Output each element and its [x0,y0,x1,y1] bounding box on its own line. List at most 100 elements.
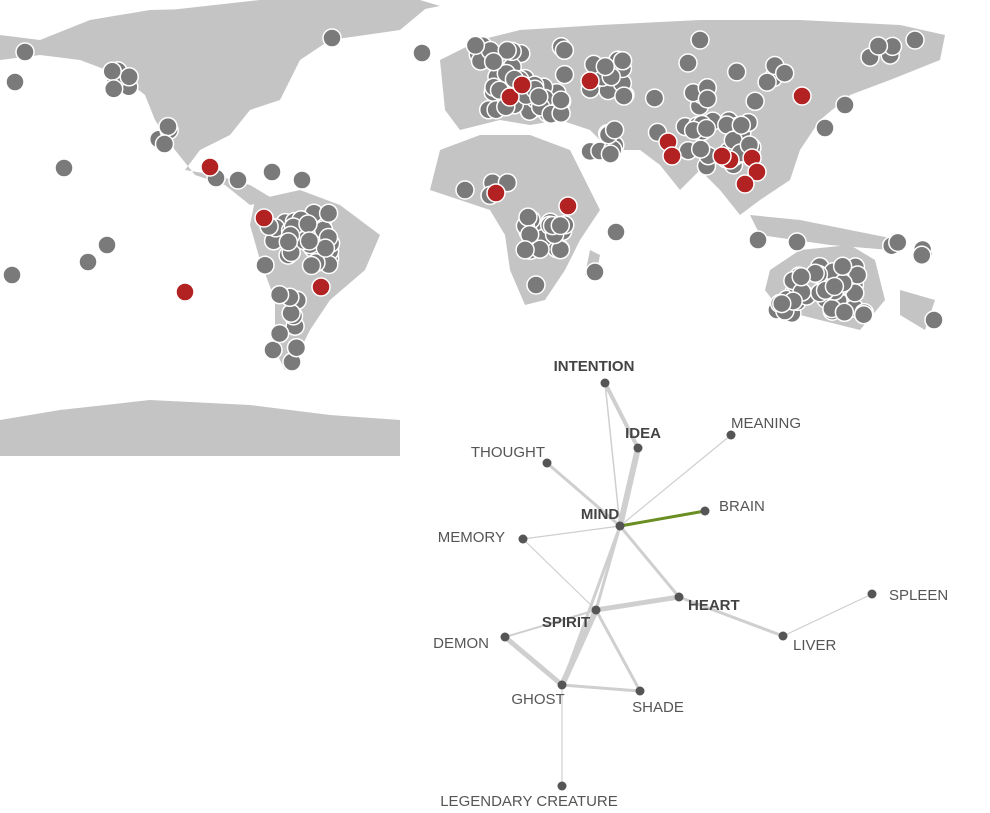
node-label: SHADE [632,699,684,716]
location-dot [255,255,275,275]
highlight-dot [200,157,220,177]
network-edge [618,525,681,598]
location-dot [299,231,320,251]
north-america [0,5,430,205]
network-edge [522,525,621,540]
highlight-dot [175,282,195,302]
location-dot [774,63,795,83]
highlight-dot [486,183,506,203]
location-dot [595,56,616,77]
location-dot [832,256,853,277]
network-edge [595,594,680,613]
network-node [557,680,567,690]
location-dot [678,53,698,73]
network-edge [503,635,564,687]
location-dot [286,337,307,358]
network-edge [546,461,621,528]
location-dot [868,36,889,56]
location-dot [529,86,549,107]
location-dot [322,28,342,48]
network-edge [560,525,622,686]
location-dot [2,265,22,285]
location-dot [119,67,139,87]
location-dot [292,170,312,190]
location-dot [824,276,845,297]
location-dot [550,215,571,236]
network-node [500,632,510,642]
location-dot [298,214,318,234]
location-dot [853,304,874,325]
location-dot [315,238,336,258]
location-dot [301,255,322,276]
location-dot [263,340,283,360]
location-dot [787,232,807,252]
location-dot [262,162,282,182]
network-node [615,521,625,531]
location-dot [269,323,290,344]
network-node [867,589,877,599]
network-edge [561,683,641,693]
location-dot [748,230,768,250]
arctic-islands [170,0,440,20]
location-dot [97,235,117,255]
location-dot [815,118,835,138]
location-dot [606,222,626,242]
location-dot [103,79,124,99]
antarctica [0,400,400,456]
node-label: THOUGHT [471,444,545,461]
location-dot [455,180,475,200]
node-label: MIND [581,506,619,523]
location-dot [847,265,868,285]
network-node [726,430,736,440]
network-edge [617,447,641,527]
dot-layer [2,28,944,372]
location-dot [158,116,178,137]
node-label: LIVER [793,637,837,654]
node-label: DEMON [433,635,489,652]
network-edge [594,609,642,692]
node-label: MEMORY [438,529,505,546]
highlight-dot [311,277,331,297]
network-node [674,592,684,602]
node-label: IDEA [625,425,661,442]
highlight-dot [580,71,600,91]
network-edge [603,382,640,449]
node-label: BRAIN [719,498,765,515]
location-dot [690,30,710,50]
node-label: MEANING [731,415,801,432]
location-dot [15,42,35,62]
location-dot [834,302,855,323]
location-dot [604,120,625,140]
location-dot [228,170,248,190]
location-dot [102,61,122,82]
network-node [635,686,645,696]
highlight-dot [792,86,812,106]
location-dot [526,275,546,295]
location-dot [924,310,944,330]
network-edge [604,382,621,527]
highlight-dot [500,87,520,107]
location-dot [318,203,339,224]
location-dot [888,232,908,253]
highlight-dot [735,174,755,194]
location-dot [614,86,634,106]
location-dot [791,267,811,287]
node-label: INTENTION [554,358,635,375]
node-label: GHOST [511,691,564,708]
network-node [557,781,567,791]
node-label: SPIRIT [542,614,590,631]
location-dot [690,139,711,159]
location-dot [745,91,765,112]
node-label: SPLEEN [889,587,948,604]
location-dot [278,232,299,252]
location-dot [731,115,752,135]
network-edge [678,595,784,638]
network-edge [619,434,732,527]
highlight-dot [747,162,767,182]
world-map [0,0,945,456]
location-dot [757,72,777,92]
network-node [633,443,643,453]
location-dot [465,35,486,56]
indonesia [750,215,900,250]
